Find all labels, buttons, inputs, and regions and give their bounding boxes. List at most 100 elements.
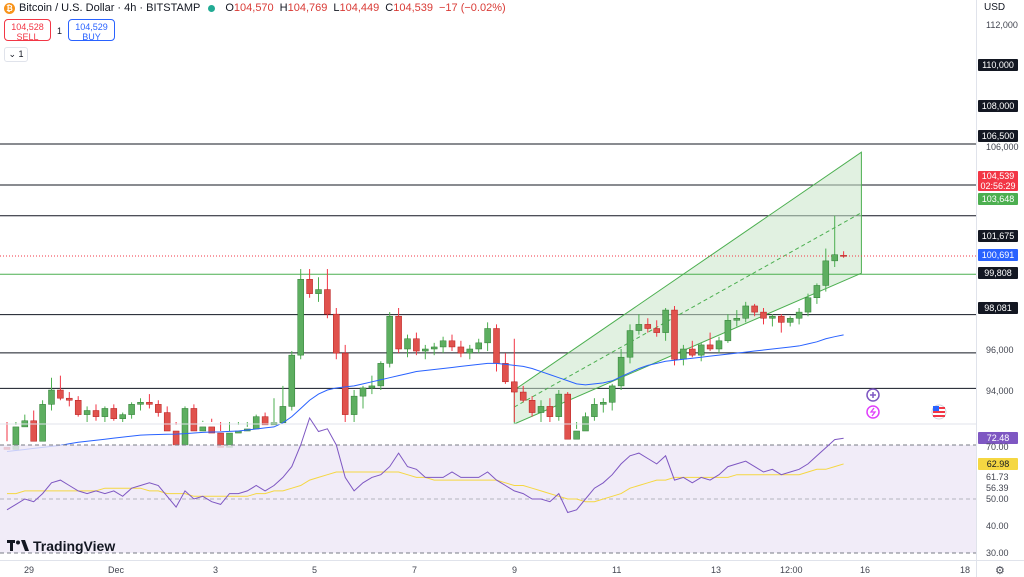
candle-body bbox=[484, 328, 491, 344]
candle-body bbox=[66, 397, 73, 401]
level-label-110000: 110,000 bbox=[978, 59, 1018, 71]
price-tick: 94,000 bbox=[986, 386, 1014, 396]
candle-body bbox=[119, 414, 126, 419]
candle-body bbox=[653, 328, 660, 333]
time-label: 12:00 bbox=[780, 565, 803, 575]
candle-body bbox=[48, 389, 55, 405]
chart-canvas[interactable] bbox=[0, 0, 976, 560]
gear-icon[interactable]: ⚙ bbox=[995, 565, 1005, 577]
spread-value: 1 bbox=[57, 26, 63, 36]
ma-value-label: 100,691 bbox=[978, 249, 1018, 261]
time-label: 5 bbox=[312, 565, 318, 575]
candle-body bbox=[831, 254, 838, 262]
candle-body bbox=[742, 305, 749, 319]
ohlc-open-value: 104,570 bbox=[233, 2, 274, 14]
price-tick: 112,000 bbox=[986, 20, 1018, 30]
sell-price: 104,528 bbox=[11, 22, 44, 32]
candle-body bbox=[359, 387, 367, 397]
candle-body bbox=[706, 344, 714, 350]
candle-body bbox=[537, 406, 545, 413]
candle-body bbox=[128, 404, 135, 415]
ohlc-change-value: −17 (−0.02%) bbox=[439, 2, 506, 14]
currency-label[interactable]: USD bbox=[984, 2, 1006, 13]
symbol-title[interactable]: Bitcoin / U.S. Dollar · 4h · BITSTAMP bbox=[19, 2, 201, 14]
candle-body bbox=[840, 255, 847, 257]
ohlc-change: −17 (−0.02%) bbox=[439, 2, 506, 14]
bitcoin-icon: ₿ bbox=[4, 2, 15, 14]
level-label-103648: 103,648 bbox=[978, 193, 1018, 205]
rsi-tick: 61.73 bbox=[986, 472, 1009, 482]
candle-body bbox=[279, 406, 287, 424]
horizontal-levels[interactable] bbox=[0, 143, 976, 389]
ohlc-high: H104,769 bbox=[279, 2, 328, 14]
sell-button[interactable]: 104,528 SELL bbox=[4, 19, 51, 42]
candle-body bbox=[626, 330, 634, 358]
indicator-count: 1 bbox=[18, 49, 24, 59]
ohlc-close-value: 104,539 bbox=[393, 2, 433, 14]
rsi-tick: 50.00 bbox=[986, 494, 1009, 504]
ohlc-low: L104,449 bbox=[333, 2, 380, 14]
tradingview-logo-text: TradingView bbox=[33, 538, 116, 554]
candle-body bbox=[448, 340, 456, 348]
rsi-value-label: 72.48 bbox=[978, 432, 1018, 444]
candle-body bbox=[350, 395, 358, 415]
last-price-label: 104,539 02:56:29 bbox=[978, 171, 1018, 191]
us-flag-icon[interactable] bbox=[931, 404, 947, 420]
candle-body bbox=[546, 406, 554, 417]
buy-button[interactable]: 104,529 BUY bbox=[68, 19, 115, 42]
candle-body bbox=[30, 420, 37, 442]
regression-channel-midline bbox=[514, 212, 862, 408]
rsi-tick: 70.00 bbox=[986, 442, 1009, 452]
buy-label: BUY bbox=[82, 32, 101, 42]
candle-body bbox=[671, 309, 678, 360]
candle-body bbox=[92, 410, 100, 417]
symbol-header[interactable]: ₿ Bitcoin / U.S. Dollar · 4h · BITSTAMP … bbox=[0, 0, 976, 16]
candle-body bbox=[324, 289, 331, 315]
lightning-icon[interactable] bbox=[866, 405, 880, 419]
candle-body bbox=[74, 400, 82, 415]
candle-body bbox=[413, 338, 420, 352]
rsi-line bbox=[6, 416, 844, 514]
rsi-tick: 56.39 bbox=[986, 483, 1009, 493]
time-label: 9 bbox=[512, 565, 518, 575]
candle-body bbox=[404, 338, 411, 350]
candle-body bbox=[137, 402, 144, 405]
candle-body bbox=[751, 305, 758, 313]
candle-body bbox=[475, 342, 482, 350]
buy-price: 104,529 bbox=[75, 22, 108, 32]
candle-body bbox=[199, 426, 207, 432]
level-label-98081: 98,081 bbox=[978, 302, 1018, 314]
time-label: 18 bbox=[960, 565, 971, 575]
price-axis-separator bbox=[976, 0, 977, 577]
candle-body bbox=[297, 279, 304, 356]
rsi-ma-value-label: 62.98 bbox=[978, 458, 1018, 470]
candle-body bbox=[608, 385, 616, 403]
candle-body bbox=[564, 393, 571, 440]
candles[interactable] bbox=[3, 215, 847, 450]
candle-body bbox=[172, 430, 180, 446]
candle-body bbox=[208, 426, 215, 434]
candle-body bbox=[341, 352, 349, 415]
ohlc-low-value: 104,449 bbox=[339, 2, 380, 14]
moving-average-line bbox=[6, 334, 844, 452]
candle-body bbox=[466, 348, 474, 354]
candle-body bbox=[519, 391, 527, 401]
time-label: 11 bbox=[612, 565, 622, 575]
candle-body bbox=[644, 324, 652, 329]
tradingview-logo[interactable]: TradingView bbox=[7, 538, 115, 554]
candle-body bbox=[181, 408, 189, 446]
ohlc-high-value: 104,769 bbox=[287, 2, 328, 14]
candle-body bbox=[252, 416, 260, 430]
candle-body bbox=[368, 385, 376, 389]
tradingview-logo-icon bbox=[7, 540, 29, 551]
candle-body bbox=[635, 324, 643, 331]
collapse-indicators-button[interactable]: ⌄ 1 bbox=[4, 47, 28, 62]
time-label: Dec bbox=[108, 565, 125, 575]
sell-label: SELL bbox=[16, 32, 39, 42]
candle-body bbox=[190, 408, 198, 432]
time-label: 7 bbox=[412, 565, 418, 575]
time-label: 13 bbox=[711, 565, 722, 575]
candle-body bbox=[689, 348, 696, 356]
plus-circle-icon[interactable] bbox=[866, 388, 880, 402]
rsi-tick: 30.00 bbox=[986, 548, 1009, 558]
